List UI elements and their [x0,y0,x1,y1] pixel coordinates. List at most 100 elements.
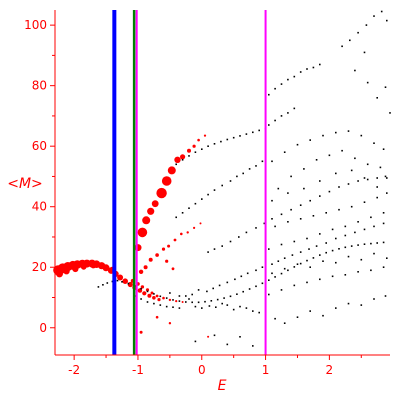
data-point [386,177,388,179]
highlight-data-point [139,330,143,334]
y-tick-label: 0 [39,321,47,335]
data-point [268,93,270,96]
data-point [322,134,324,137]
data-point [172,299,174,301]
x-tick-label: 0 [198,363,206,377]
data-point [287,192,289,194]
data-point [296,263,299,265]
data-point [328,154,331,157]
data-point [232,136,235,139]
data-point [238,236,240,238]
data-point [341,149,343,152]
data-point [366,163,369,166]
data-point [347,255,350,258]
data-point [347,302,350,305]
highlight-data-point [193,226,196,229]
data-point [181,212,184,214]
data-point [344,274,347,276]
data-point [309,266,311,268]
y-tick-label: 100 [24,18,47,32]
highlight-data-point [140,285,145,289]
highlight-data-point [117,274,124,281]
highlight-data-point [167,166,176,175]
data-point [274,225,276,228]
data-point [178,295,181,297]
data-point [357,180,359,182]
data-point [287,112,289,114]
data-point [255,285,257,288]
vertical-lines-layer [112,10,267,355]
data-point [236,293,238,295]
data-point [382,241,385,244]
highlight-data-point [156,187,167,199]
data-point [376,177,378,179]
data-point [234,278,236,281]
highlight-data-point [180,154,186,160]
data-point [299,251,302,253]
highlight-data-point [138,269,144,274]
data-point [215,306,217,308]
data-point [319,233,321,235]
data-point [306,259,308,262]
highlight-data-point [203,134,207,137]
highlight-data-point [137,227,148,238]
data-point [207,145,209,147]
data-point [312,66,315,69]
data-point [185,295,187,297]
highlight-data-point [63,268,70,275]
data-point [370,242,372,245]
data-point [360,304,363,306]
data-point [299,71,302,73]
data-point [258,129,260,132]
highlight-data-point [147,293,152,298]
data-point [386,257,388,259]
data-point [240,275,243,278]
data-point [363,177,366,179]
y-tick-label: 60 [32,139,47,153]
data-point [153,302,155,305]
data-point [309,310,311,312]
highlight-data-point [180,232,183,236]
data-point [226,304,229,306]
data-point [386,192,388,194]
data-point [208,305,211,307]
data-point [338,248,340,250]
y-tick-label: 20 [32,260,47,274]
data-point [360,258,363,261]
data-point [360,134,363,137]
data-point [239,135,241,137]
data-point [335,172,337,175]
data-point [252,345,254,347]
y-tick-label: 80 [32,79,47,93]
data-point [357,221,359,223]
data-point [299,218,302,220]
data-point [386,19,388,22]
x-tick-label: 1 [262,363,270,377]
data-point [201,307,203,309]
highlight-data-point [199,222,202,225]
data-point [188,207,190,209]
data-point [335,131,337,134]
data-point [347,130,350,132]
highlight-data-point [80,264,87,270]
data-point [306,68,308,70]
data-point [271,160,273,163]
data-point [376,97,378,99]
data-point [319,180,321,182]
data-point [293,284,296,287]
data-point [277,187,280,190]
data-point [271,263,273,265]
data-point [363,201,366,203]
highlight-data-point [161,247,166,251]
data-point [312,215,315,217]
data-point [290,208,292,211]
data-point [271,218,273,220]
data-point [344,234,347,237]
data-point [357,271,359,273]
points-layer [53,10,391,347]
data-point [181,159,184,161]
highlight-data-point [168,298,172,302]
data-point [274,119,276,122]
data-point [191,301,193,304]
data-point [319,195,321,197]
